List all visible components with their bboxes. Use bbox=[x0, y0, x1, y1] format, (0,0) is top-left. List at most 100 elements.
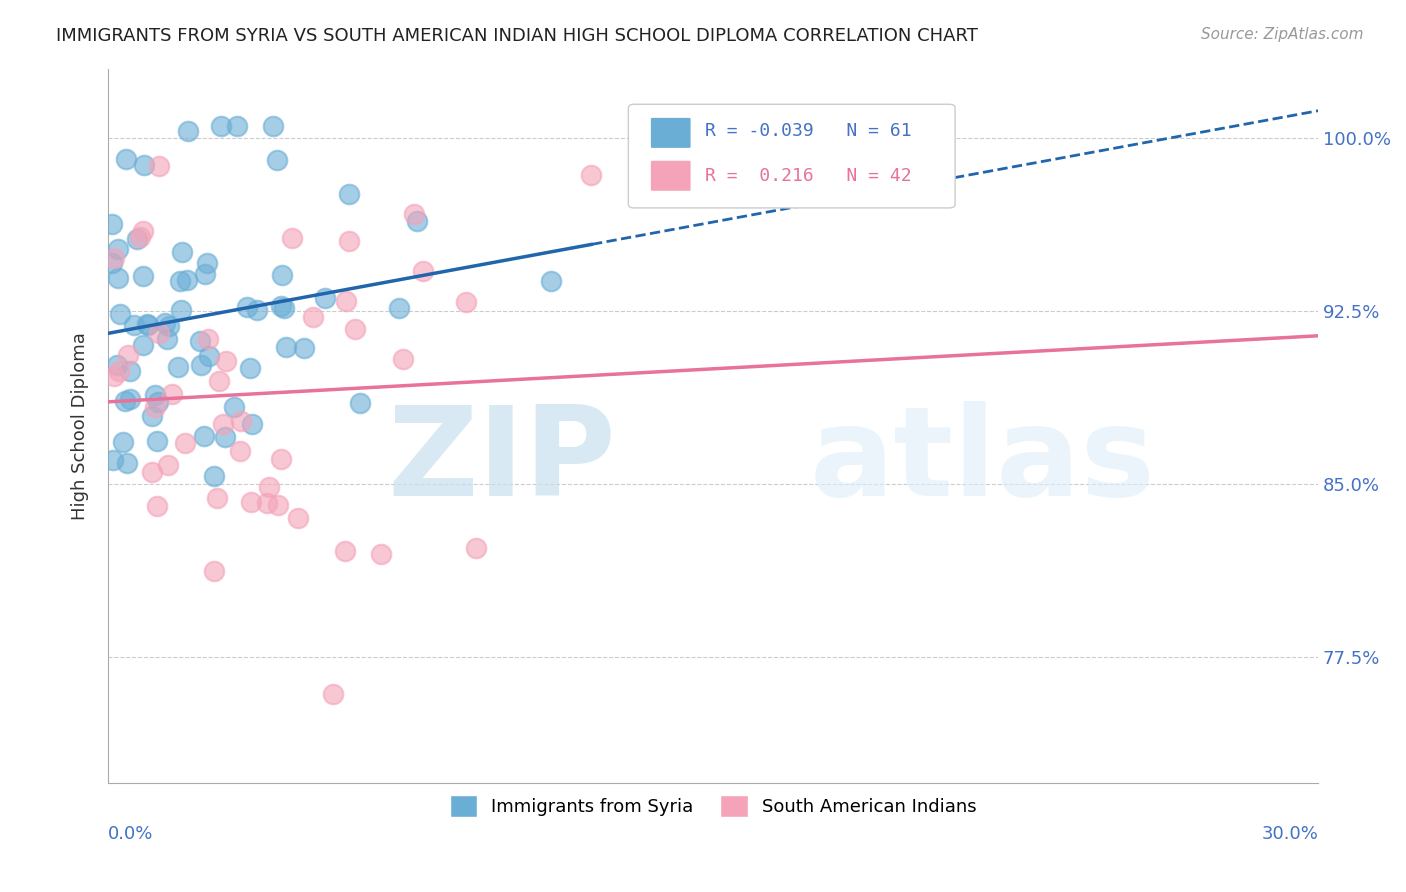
Point bbox=[257, 480, 280, 494]
Point bbox=[112, 434, 135, 449]
Point bbox=[270, 299, 292, 313]
Point bbox=[464, 541, 486, 555]
Point bbox=[141, 465, 163, 479]
Point bbox=[343, 322, 366, 336]
Point bbox=[132, 338, 155, 352]
Point bbox=[190, 358, 212, 372]
Point bbox=[135, 317, 157, 331]
Point bbox=[143, 388, 166, 402]
FancyBboxPatch shape bbox=[628, 104, 955, 208]
Point bbox=[349, 396, 371, 410]
Point bbox=[162, 387, 184, 401]
Point bbox=[155, 316, 177, 330]
Point bbox=[117, 348, 139, 362]
Point bbox=[209, 119, 232, 133]
Text: atlas: atlas bbox=[810, 401, 1156, 522]
Point bbox=[141, 409, 163, 424]
Text: R =  0.216   N = 42: R = 0.216 N = 42 bbox=[704, 167, 911, 185]
Text: 0.0%: 0.0% bbox=[108, 825, 153, 843]
Point bbox=[266, 153, 288, 167]
Point bbox=[202, 469, 225, 483]
Point bbox=[188, 334, 211, 348]
Point bbox=[169, 303, 191, 318]
Point bbox=[103, 251, 125, 265]
Point bbox=[392, 352, 415, 367]
Point bbox=[579, 168, 602, 182]
Point bbox=[101, 453, 124, 467]
Point bbox=[145, 401, 167, 415]
Point bbox=[335, 544, 357, 558]
Point bbox=[148, 326, 170, 340]
Point bbox=[226, 119, 249, 133]
Point bbox=[207, 491, 229, 505]
FancyBboxPatch shape bbox=[650, 160, 692, 192]
Point bbox=[132, 269, 155, 284]
Point bbox=[169, 274, 191, 288]
Point bbox=[120, 364, 142, 378]
Text: R = -0.039   N = 61: R = -0.039 N = 61 bbox=[704, 121, 911, 140]
Point bbox=[105, 358, 128, 372]
Point bbox=[193, 429, 215, 443]
Point bbox=[456, 295, 478, 310]
Point bbox=[301, 310, 323, 324]
Point bbox=[406, 213, 429, 227]
Point bbox=[321, 687, 343, 701]
Point bbox=[287, 511, 309, 525]
Point bbox=[114, 394, 136, 409]
Point bbox=[228, 444, 250, 458]
Point bbox=[404, 207, 426, 221]
Point bbox=[177, 124, 200, 138]
Point bbox=[215, 353, 238, 368]
Point bbox=[136, 318, 159, 333]
Point bbox=[146, 499, 169, 513]
Point bbox=[262, 119, 284, 133]
Point bbox=[292, 341, 315, 355]
Point bbox=[337, 186, 360, 201]
Point bbox=[176, 273, 198, 287]
Point bbox=[314, 291, 336, 305]
Point bbox=[159, 319, 181, 334]
Point bbox=[173, 435, 195, 450]
Point bbox=[202, 564, 225, 578]
Point bbox=[208, 374, 231, 388]
Point bbox=[132, 224, 155, 238]
Point bbox=[224, 401, 246, 415]
Point bbox=[229, 414, 252, 428]
Point bbox=[540, 274, 562, 288]
Point bbox=[212, 417, 235, 432]
Point bbox=[236, 300, 259, 314]
Point bbox=[240, 417, 263, 431]
Point bbox=[214, 430, 236, 444]
Point bbox=[128, 229, 150, 244]
Legend: Immigrants from Syria, South American Indians: Immigrants from Syria, South American In… bbox=[443, 788, 984, 824]
Point bbox=[240, 495, 263, 509]
Text: IMMIGRANTS FROM SYRIA VS SOUTH AMERICAN INDIAN HIGH SCHOOL DIPLOMA CORRELATION C: IMMIGRANTS FROM SYRIA VS SOUTH AMERICAN … bbox=[56, 27, 979, 45]
Point bbox=[127, 232, 149, 246]
Point bbox=[198, 349, 221, 363]
Point bbox=[246, 302, 269, 317]
Point bbox=[115, 456, 138, 470]
Text: 30.0%: 30.0% bbox=[1261, 825, 1319, 843]
Point bbox=[239, 360, 262, 375]
Text: Source: ZipAtlas.com: Source: ZipAtlas.com bbox=[1201, 27, 1364, 42]
Point bbox=[101, 217, 124, 231]
Point bbox=[267, 498, 290, 512]
Point bbox=[337, 234, 360, 248]
Point bbox=[107, 271, 129, 285]
Point bbox=[146, 434, 169, 449]
Point bbox=[108, 364, 131, 378]
Point bbox=[148, 159, 170, 173]
Point bbox=[107, 242, 129, 256]
Point bbox=[103, 368, 125, 383]
Point bbox=[195, 256, 218, 270]
Point bbox=[194, 267, 217, 281]
Point bbox=[148, 395, 170, 409]
Point bbox=[156, 458, 179, 472]
Point bbox=[115, 152, 138, 166]
Point bbox=[273, 301, 295, 316]
Point bbox=[270, 452, 292, 467]
Point bbox=[108, 307, 131, 321]
Point bbox=[122, 318, 145, 333]
Point bbox=[101, 256, 124, 270]
Point bbox=[280, 231, 302, 245]
